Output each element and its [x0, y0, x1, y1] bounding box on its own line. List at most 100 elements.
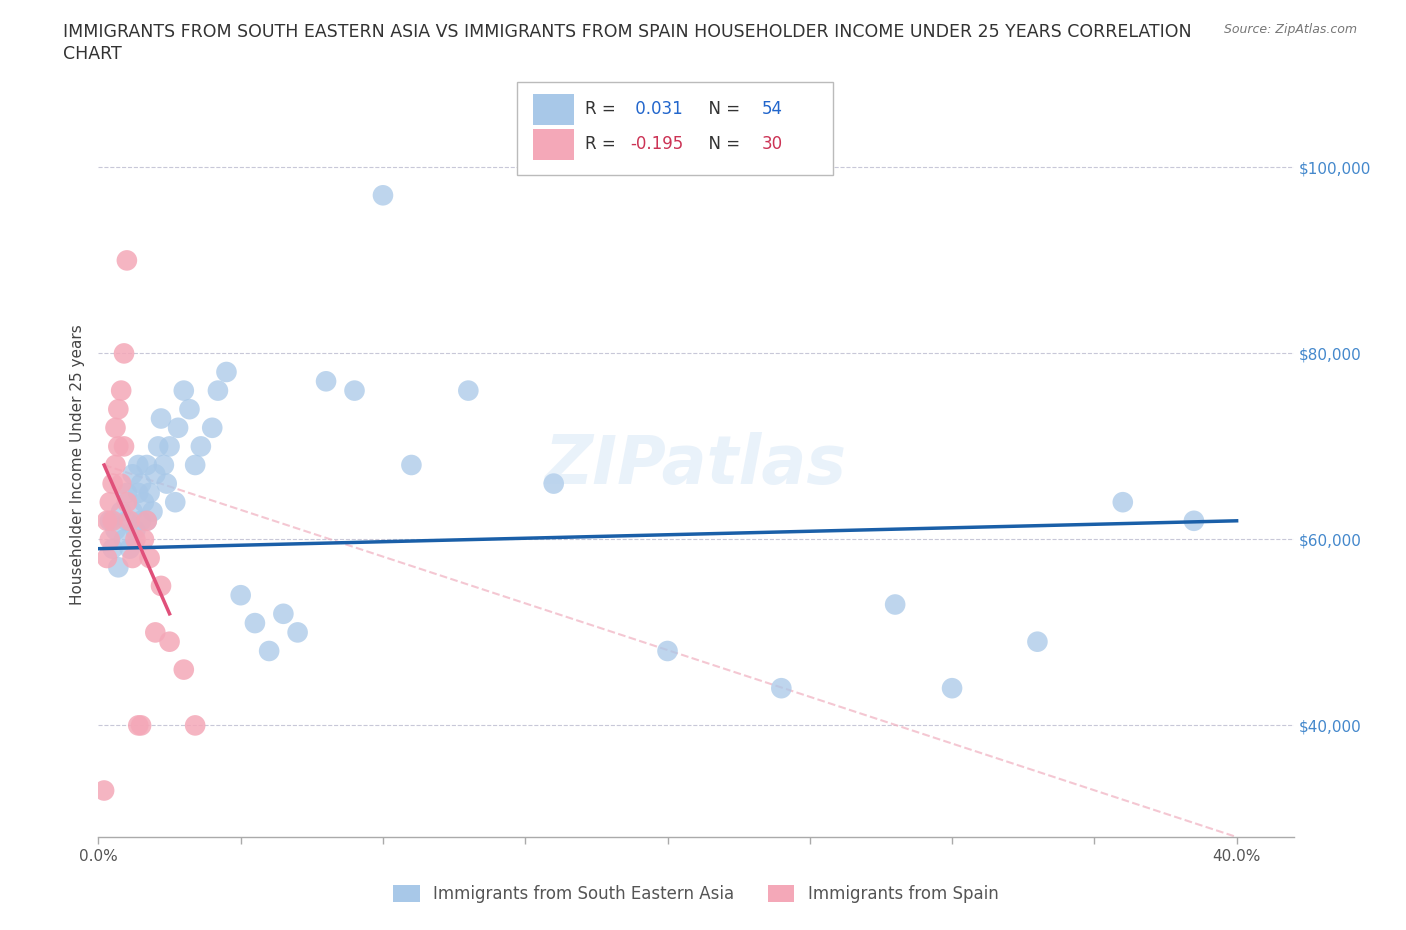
Point	[110, 504, 132, 519]
Point	[138, 551, 160, 565]
Point	[135, 513, 157, 528]
Point	[135, 513, 157, 528]
Point	[343, 383, 366, 398]
Text: ZIPatlas: ZIPatlas	[546, 432, 846, 498]
Text: N =: N =	[699, 100, 745, 118]
FancyBboxPatch shape	[517, 82, 834, 175]
Point	[1182, 513, 1205, 528]
Point	[132, 532, 155, 547]
Point	[98, 495, 121, 510]
Point	[229, 588, 252, 603]
Point	[129, 476, 152, 491]
Point	[135, 458, 157, 472]
Text: 0.031: 0.031	[630, 100, 683, 118]
Point	[98, 513, 121, 528]
Point	[112, 532, 135, 547]
Point	[101, 476, 124, 491]
Point	[112, 439, 135, 454]
Point	[112, 346, 135, 361]
Point	[121, 551, 143, 565]
Point	[141, 504, 163, 519]
Point	[156, 476, 179, 491]
Point	[115, 513, 138, 528]
Point	[150, 578, 173, 593]
Point	[115, 253, 138, 268]
Point	[215, 365, 238, 379]
Point	[657, 644, 679, 658]
Point	[165, 495, 187, 510]
Point	[124, 523, 146, 538]
Point	[315, 374, 337, 389]
Point	[201, 420, 224, 435]
Text: N =: N =	[699, 136, 745, 153]
Text: Source: ZipAtlas.com: Source: ZipAtlas.com	[1223, 23, 1357, 36]
Text: CHART: CHART	[63, 45, 122, 62]
Text: R =: R =	[585, 100, 621, 118]
Point	[371, 188, 394, 203]
Point	[184, 718, 207, 733]
Point	[543, 476, 565, 491]
Point	[124, 532, 146, 547]
Point	[159, 634, 181, 649]
Point	[143, 625, 166, 640]
Point	[243, 616, 266, 631]
Point	[118, 513, 141, 528]
Point	[132, 495, 155, 510]
Point	[150, 411, 173, 426]
Point	[148, 439, 170, 454]
Point	[179, 402, 201, 417]
Point	[107, 402, 129, 417]
Text: IMMIGRANTS FROM SOUTH EASTERN ASIA VS IMMIGRANTS FROM SPAIN HOUSEHOLDER INCOME U: IMMIGRANTS FROM SOUTH EASTERN ASIA VS IM…	[63, 23, 1192, 41]
Point	[115, 495, 138, 510]
Point	[98, 532, 121, 547]
Point	[93, 783, 115, 798]
Point	[941, 681, 963, 696]
Point	[104, 458, 127, 472]
Y-axis label: Householder Income Under 25 years: Householder Income Under 25 years	[69, 325, 84, 605]
Text: 54: 54	[762, 100, 783, 118]
Point	[257, 644, 280, 658]
Point	[770, 681, 793, 696]
FancyBboxPatch shape	[533, 94, 574, 125]
Point	[101, 513, 124, 528]
Point	[1112, 495, 1135, 510]
Point	[129, 718, 152, 733]
Point	[273, 606, 295, 621]
Point	[159, 439, 181, 454]
Point	[190, 439, 212, 454]
Point	[127, 718, 149, 733]
Point	[401, 458, 423, 472]
Point	[184, 458, 207, 472]
Point	[173, 383, 195, 398]
Point	[884, 597, 907, 612]
Point	[121, 504, 143, 519]
Point	[127, 485, 149, 500]
Legend: Immigrants from South Eastern Asia, Immigrants from Spain: Immigrants from South Eastern Asia, Immi…	[394, 885, 998, 903]
FancyBboxPatch shape	[533, 128, 574, 160]
Point	[118, 541, 141, 556]
Point	[107, 560, 129, 575]
Text: -0.195: -0.195	[630, 136, 683, 153]
Point	[107, 439, 129, 454]
Point	[104, 523, 127, 538]
Point	[287, 625, 309, 640]
Text: R =: R =	[585, 136, 621, 153]
Point	[129, 513, 152, 528]
Point	[207, 383, 229, 398]
Text: 30: 30	[762, 136, 783, 153]
Point	[167, 420, 190, 435]
Point	[1026, 634, 1049, 649]
Point	[96, 551, 118, 565]
Point	[96, 513, 118, 528]
Point	[101, 541, 124, 556]
Point	[127, 458, 149, 472]
Point	[138, 485, 160, 500]
Point	[104, 420, 127, 435]
Point	[115, 485, 138, 500]
Point	[121, 467, 143, 482]
Point	[143, 467, 166, 482]
Point	[110, 476, 132, 491]
Point	[110, 383, 132, 398]
Point	[153, 458, 176, 472]
Point	[173, 662, 195, 677]
